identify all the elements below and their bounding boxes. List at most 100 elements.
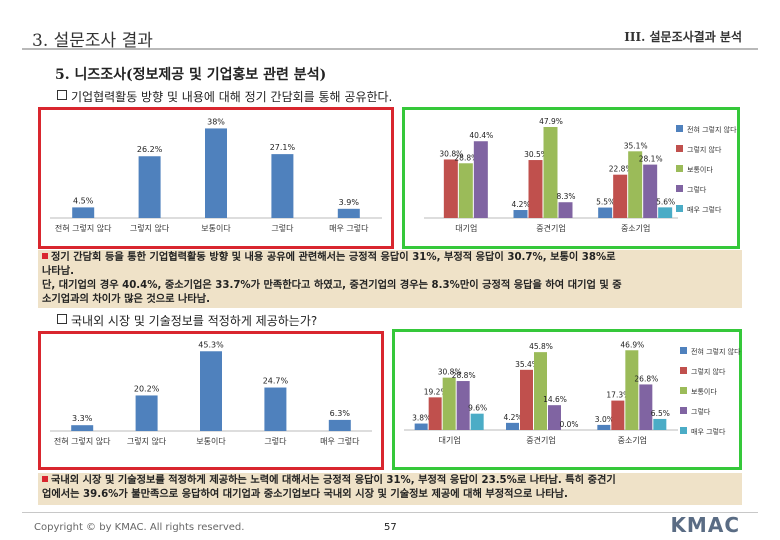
data-label: 46.9% — [620, 340, 644, 349]
bar — [528, 160, 543, 218]
legend-swatch — [676, 125, 683, 132]
page-number: 57 — [384, 522, 397, 533]
data-label: 3.3% — [72, 414, 93, 423]
note-2-line-2: 업에서는 39.6%가 불만족으로 응답하여 대기업과 중소기업보다 국내외 시… — [42, 489, 568, 500]
bar — [200, 351, 222, 431]
data-label: 8.3% — [556, 192, 575, 201]
data-label: 20.2% — [134, 384, 160, 393]
data-label: 30.5% — [524, 150, 548, 159]
data-label: 27.1% — [270, 143, 296, 152]
q1-overall-frame — [38, 107, 394, 249]
bar — [205, 128, 227, 218]
data-label: 26.2% — [137, 145, 163, 154]
x-tick-label: 그렇지 않다 — [127, 436, 167, 446]
x-tick-label: 매우 그렇다 — [329, 223, 369, 233]
data-label: 5.5% — [596, 198, 615, 207]
bar — [520, 369, 533, 430]
x-tick-label: 그렇지 않다 — [130, 223, 170, 233]
legend-swatch — [680, 427, 687, 434]
data-label: 30.8% — [438, 368, 462, 377]
data-label: 4.5% — [73, 196, 94, 205]
data-label: 4.2% — [511, 200, 530, 209]
bar — [470, 413, 484, 430]
bar — [597, 424, 611, 430]
bar — [628, 151, 643, 218]
bar — [548, 405, 561, 430]
x-tick-label: 중소기업 — [621, 224, 650, 233]
x-tick-label: 그렇다 — [264, 436, 287, 446]
data-label: 24.7% — [263, 377, 289, 386]
q2-size-frame — [392, 329, 742, 470]
x-tick-label: 전혀 그렇지 않다 — [54, 436, 111, 446]
legend-label: 그렇다 — [691, 407, 711, 416]
section-title: 5. 니즈조사(정보제공 및 기업홍보 관련 분석) — [55, 67, 327, 83]
question-2: 국내외 시장 및 기술정보를 적정하게 제공하는가? — [57, 312, 317, 329]
q2-overall-frame — [38, 331, 384, 470]
bar — [443, 159, 458, 218]
bar — [513, 210, 528, 218]
data-label: 45.3% — [198, 340, 224, 349]
data-label: 5.6% — [656, 197, 675, 206]
x-tick-label: 대기업 — [439, 436, 461, 445]
header-chapter: III. 설문조사결과 분석 — [624, 30, 742, 44]
data-label: 26.8% — [634, 374, 658, 383]
bar — [135, 395, 158, 431]
bar — [658, 207, 673, 218]
bar — [611, 400, 625, 430]
legend-label: 보통이다 — [687, 165, 713, 174]
x-tick-label: 그렇다 — [271, 223, 294, 233]
note-1-line-2: 나타남. — [42, 266, 74, 277]
data-label: 3.8% — [412, 414, 431, 423]
data-label: 0.0% — [559, 420, 578, 429]
data-label: 6.5% — [651, 409, 670, 418]
bar — [328, 419, 351, 431]
bullet-icon — [42, 253, 48, 259]
legend-swatch — [680, 387, 687, 394]
q2-by-size-chart: 3.8% 19.2% 30.8%28.8% 9.6% 대기업 4.2% 35.4% 45.8%… — [404, 340, 741, 445]
bar — [643, 164, 658, 218]
data-label: 28.8% — [454, 153, 478, 162]
data-label: 17.3% — [606, 391, 630, 400]
bar — [534, 352, 547, 430]
bar — [598, 207, 613, 218]
x-tick-label: 대기업 — [455, 224, 477, 233]
data-label: 47.9% — [539, 117, 563, 126]
note-1-line-4: 소기업과의 차이가 많은 것으로 나타남. — [42, 294, 211, 305]
q1-overall-chart: 4.5% 전혀 그렇지 않다 26.2% 그렇지 않다 38% 보통이다 27.1% 그렇다 3… — [50, 117, 382, 233]
legend-label: 매우 그렇다 — [687, 205, 722, 214]
bar — [138, 156, 161, 218]
legend-label: 그렇지 않다 — [691, 367, 726, 376]
note-1-line-3: 단, 대기업의 경우 40.4%, 중소기업은 33.7%가 만족한다고 하였고… — [42, 280, 622, 291]
data-label: 28.8% — [452, 371, 476, 380]
data-label: 30.8% — [439, 149, 463, 158]
q2-overall-chart: 3.3% 전혀 그렇지 않다 20.2% 그렇지 않다 45.3% 보통이다 24.7% 그렇… — [50, 340, 372, 446]
x-tick-label: 전혀 그렇지 않다 — [55, 223, 112, 233]
data-label: 35.4% — [515, 360, 539, 369]
bar — [72, 207, 95, 218]
kmac-logo: KMAC — [670, 513, 740, 537]
bar — [506, 422, 519, 430]
data-label: 38% — [207, 117, 225, 126]
header-section: 3. 설문조사 결과 — [32, 31, 153, 51]
legend-label: 전혀 그렇지 않다 — [691, 347, 741, 356]
legend-label: 전혀 그렇지 않다 — [687, 125, 737, 134]
bar — [264, 387, 287, 431]
legend-swatch — [676, 145, 683, 152]
data-label: 3.0% — [595, 415, 614, 424]
bar — [428, 397, 442, 430]
checkbox-icon — [57, 314, 67, 324]
q1-by-size-chart: 30.8%28.8% 40.4% 대기업 4.2% 30.5% 47.9% 8.3% 중견기업… — [424, 117, 737, 233]
x-tick-label: 중견기업 — [526, 435, 555, 445]
data-label: 14.6% — [543, 395, 567, 404]
x-tick-label: 보통이다 — [201, 223, 231, 233]
bar — [639, 384, 653, 430]
bar — [458, 163, 473, 218]
footer-copyright: Copyright © by KMAC. All rights reserved… — [34, 522, 245, 533]
data-label: 19.2% — [424, 387, 448, 396]
footer-divider — [22, 512, 758, 513]
legend-label: 그렇다 — [687, 185, 707, 194]
legend-label: 보통이다 — [691, 387, 717, 396]
bar — [71, 425, 94, 431]
question-1: 기업협력활동 방향 및 내용에 대해 정기 간담회를 통해 공유한다. — [57, 88, 392, 105]
question-1-text: 기업협력활동 방향 및 내용에 대해 정기 간담회를 통해 공유한다. — [71, 90, 393, 104]
